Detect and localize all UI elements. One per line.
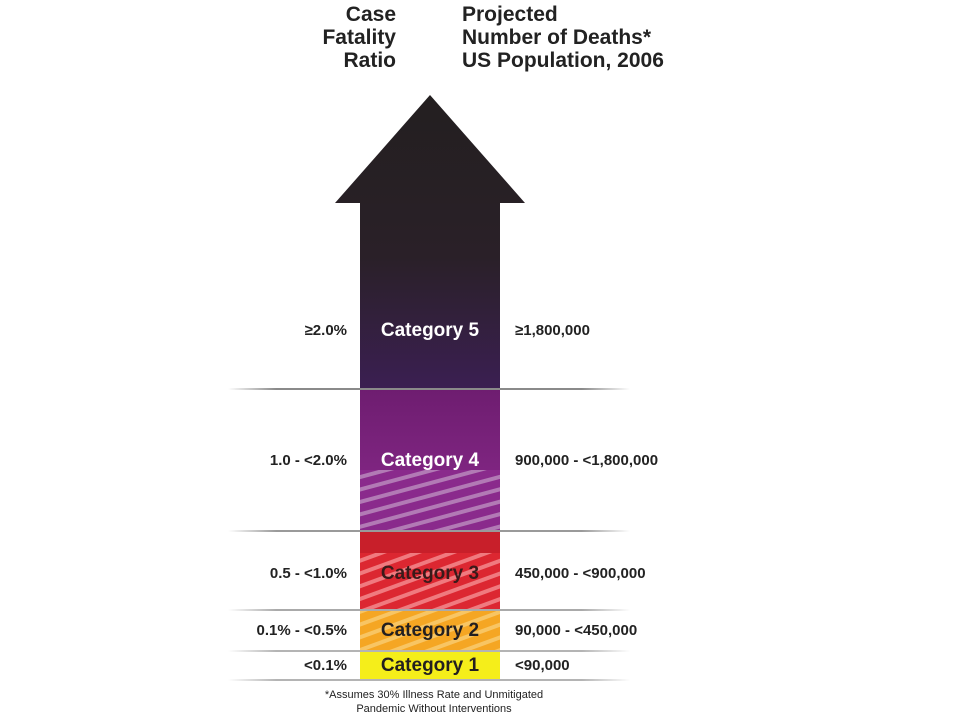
projected-deaths-header: Projected Number of Deaths* US Populatio… xyxy=(462,3,722,72)
header-left-line: Case xyxy=(345,3,396,26)
divider-3-2 xyxy=(228,609,630,611)
category-3-label: Category 3 xyxy=(380,563,480,584)
category-4-label: Category 4 xyxy=(380,450,480,471)
footnote-line: *Assumes 30% Illness Rate and Unmitigate… xyxy=(324,689,544,701)
header-right-line: Projected xyxy=(462,3,558,26)
cfr-category-2: 0.1% - <0.5% xyxy=(256,622,347,639)
category-1-band xyxy=(360,651,500,679)
deaths-category-5: ≥1,800,000 xyxy=(515,322,590,339)
deaths-category-4: 900,000 - <1,800,000 xyxy=(515,452,659,469)
divider-2-1 xyxy=(228,650,630,652)
category-4-stripes xyxy=(360,470,500,531)
case-fatality-ratio-header: Case Fatality Ratio xyxy=(250,3,396,72)
cfr-category-4: 1.0 - <2.0% xyxy=(269,452,347,469)
footnote: *Assumes 30% Illness Rate and Unmitigate… xyxy=(296,688,572,716)
header-right-line: US Population, 2006 xyxy=(462,49,664,72)
category-2-label: Category 2 xyxy=(380,620,480,641)
category-5-label: Category 5 xyxy=(380,320,480,341)
cfr-category-1: <0.1% xyxy=(304,657,347,674)
cfr-category-3: 0.5 - <1.0% xyxy=(269,565,347,582)
deaths-category-3: 450,000 - <900,000 xyxy=(515,565,646,582)
category-5-band xyxy=(335,95,525,389)
deaths-category-2: 90,000 - <450,000 xyxy=(515,622,638,639)
divider-5-4 xyxy=(228,388,630,390)
header-right-line: Number of Deaths* xyxy=(462,26,652,49)
header-left-line: Ratio xyxy=(343,49,397,72)
deaths-category-1: <90,000 xyxy=(515,657,570,674)
cfr-category-5: ≥2.0% xyxy=(304,322,347,339)
category-2-band xyxy=(360,609,500,651)
header-left-line: Fatality xyxy=(322,26,396,49)
divider-4-3 xyxy=(228,530,630,532)
divider-bottom xyxy=(228,679,630,681)
category-3-stripes xyxy=(360,553,500,609)
footnote-line: Pandemic Without Interventions xyxy=(356,703,512,715)
category-1-label: Category 1 xyxy=(380,655,480,676)
